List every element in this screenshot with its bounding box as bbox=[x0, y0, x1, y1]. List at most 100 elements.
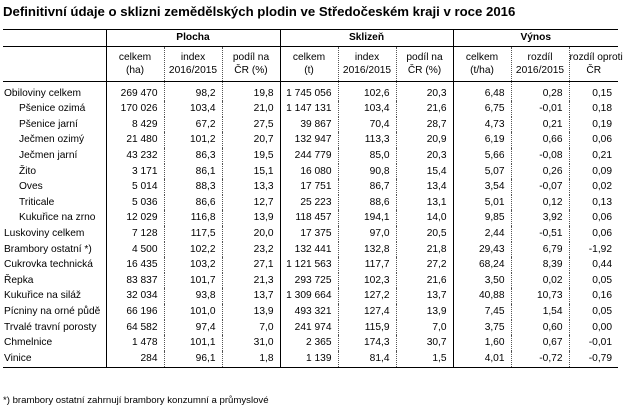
row-label: Pícniny na orné půdě bbox=[4, 305, 101, 317]
cell-value: 118 457 bbox=[279, 210, 338, 226]
table-row: Pšenice jarní 8 429 67,2 27,5 39 867 70,4 28,7… bbox=[3, 116, 619, 133]
table-row: Ječmen jarní 43 232 86,3 19,5 244 779 85,0 20,… bbox=[3, 147, 619, 164]
cell-value: 5,01 bbox=[452, 194, 512, 211]
cell-value: 0,02 bbox=[510, 272, 570, 289]
cell-value: 127,2 bbox=[337, 288, 396, 304]
cell-value: 70,4 bbox=[337, 116, 396, 133]
cell-value: 4 500 bbox=[105, 241, 164, 258]
cell-value: 0,13 bbox=[568, 194, 619, 211]
cell-value: 27,1 bbox=[221, 257, 280, 273]
cell-value: 194,1 bbox=[337, 210, 396, 226]
table-row: Obiloviny celkem 269 470 98,2 19,8 1 745 056… bbox=[3, 81, 619, 102]
cell-value: 93,8 bbox=[163, 288, 222, 304]
cell-value: 16 080 bbox=[279, 163, 338, 180]
cell-value: 39 867 bbox=[279, 116, 338, 133]
cell-value: 21,6 bbox=[395, 101, 454, 117]
subheader-row: celkem (ha) index 2016/2015 podíl na ČR (%) ce… bbox=[3, 46, 623, 82]
cell-value: 0,00 bbox=[568, 319, 619, 336]
cell-value: -0,08 bbox=[510, 147, 570, 164]
cell-value: 9,85 bbox=[452, 210, 512, 226]
cell-value: 116,8 bbox=[163, 210, 222, 226]
cell-value: 0,60 bbox=[510, 319, 570, 336]
cell-value: 40,88 bbox=[452, 288, 512, 304]
cell-value: 102,6 bbox=[337, 81, 396, 102]
harvest-table: Plocha Sklizeň Výnos celkem (ha) index 2016… bbox=[3, 29, 623, 369]
cell-value: 241 974 bbox=[279, 319, 338, 336]
cell-value: 103,2 bbox=[163, 257, 222, 273]
cell-value: -0,72 bbox=[510, 350, 570, 369]
row-label: Ječmen jarní bbox=[19, 149, 78, 161]
footnote: *) brambory ostatní zahrnují brambory ko… bbox=[3, 395, 269, 406]
cell-value: 2,44 bbox=[452, 225, 512, 242]
cell-value: 25 223 bbox=[279, 194, 338, 211]
cell-value: 103,4 bbox=[163, 101, 222, 117]
column-header: index 2016/2015 bbox=[337, 46, 396, 82]
row-label: Pšenice ozimá bbox=[19, 103, 86, 115]
table-row: Cukrovka technická 16 435 103,2 27,1 1 121 5… bbox=[3, 257, 619, 273]
cell-value: 17 375 bbox=[279, 225, 338, 242]
cell-value: 244 779 bbox=[279, 147, 338, 164]
cell-value: 6,48 bbox=[452, 81, 512, 102]
cell-value: 1 139 bbox=[279, 350, 338, 369]
cell-value: 1,5 bbox=[395, 350, 454, 369]
cell-value: 21,0 bbox=[221, 101, 280, 117]
table-row: Chmelnice 1 478 101,1 31,0 2 365 174,3 30,7 1,6… bbox=[3, 335, 619, 351]
column-header: celkem (t/ha) bbox=[452, 46, 512, 82]
cell-value: 3,50 bbox=[452, 272, 512, 289]
cell-value: -0,01 bbox=[510, 101, 570, 117]
cell-value: -1,92 bbox=[568, 241, 619, 258]
group-header-vynos: Výnos bbox=[452, 29, 619, 47]
cell-value: 7,0 bbox=[395, 319, 454, 336]
row-label: Ječmen ozimý bbox=[19, 134, 85, 146]
cell-value: 493 321 bbox=[279, 303, 338, 320]
cell-value: 101,0 bbox=[163, 303, 222, 320]
cell-value: 1 745 056 bbox=[279, 81, 338, 102]
cell-value: 5,07 bbox=[452, 163, 512, 180]
cell-value: 0,15 bbox=[568, 81, 619, 102]
cell-value: 102,3 bbox=[337, 272, 396, 289]
column-header: celkem (ha) bbox=[105, 46, 164, 82]
cell-value: 27,2 bbox=[395, 257, 454, 273]
cell-value: 127,4 bbox=[337, 303, 396, 320]
column-header: rozdíl oproti ČR bbox=[568, 46, 623, 82]
row-label: Kukuřice na siláž bbox=[4, 290, 82, 302]
table-row: Pícniny na orné půdě 66 196 101,0 13,9 493 3… bbox=[3, 303, 619, 320]
cell-value: 0,02 bbox=[568, 179, 619, 195]
cell-value: 101,7 bbox=[163, 272, 222, 289]
cell-value: 5,66 bbox=[452, 147, 512, 164]
cell-value: 269 470 bbox=[105, 81, 164, 102]
cell-value: 32 034 bbox=[105, 288, 164, 304]
cell-value: 0,05 bbox=[568, 272, 619, 289]
cell-value: 1,54 bbox=[510, 303, 570, 320]
cell-value: 0,18 bbox=[568, 101, 619, 117]
table-row: Brambory ostatní *) 4 500 102,2 23,2 132 441… bbox=[3, 241, 619, 258]
row-label: Chmelnice bbox=[4, 337, 53, 349]
cell-value: 16 435 bbox=[105, 257, 164, 273]
cell-value: 7 128 bbox=[105, 225, 164, 242]
cell-value: 64 582 bbox=[105, 319, 164, 336]
row-label: Obiloviny celkem bbox=[4, 87, 81, 99]
cell-value: 13,7 bbox=[221, 288, 280, 304]
cell-value: 28,7 bbox=[395, 116, 454, 133]
cell-value: 13,9 bbox=[395, 303, 454, 320]
cell-value: 6,75 bbox=[452, 101, 512, 117]
cell-value: 90,8 bbox=[337, 163, 396, 180]
cell-value: 1 478 bbox=[105, 335, 164, 351]
row-label: Oves bbox=[19, 181, 43, 193]
table-row: Vinice 284 96,1 1,8 1 139 81,4 1,5 4,01 -0,72 -0,… bbox=[3, 350, 619, 369]
cell-value: 86,3 bbox=[163, 147, 222, 164]
column-header: podíl na ČR (%) bbox=[395, 46, 454, 82]
subheader-corner bbox=[3, 46, 106, 82]
cell-value: 4,01 bbox=[452, 350, 512, 369]
column-header: celkem (t) bbox=[279, 46, 338, 82]
cell-value: 0,44 bbox=[568, 257, 619, 273]
table-row: Trvalé travní porosty 64 582 97,4 7,0 241 97… bbox=[3, 319, 619, 336]
cell-value: 67,2 bbox=[163, 116, 222, 133]
cell-value: 174,3 bbox=[337, 335, 396, 351]
cell-value: -0,07 bbox=[510, 179, 570, 195]
cell-value: 97,4 bbox=[163, 319, 222, 336]
corner-cell bbox=[3, 29, 106, 47]
cell-value: -0,79 bbox=[568, 350, 619, 369]
cell-value: 103,4 bbox=[337, 101, 396, 117]
cell-value: 20,3 bbox=[395, 147, 454, 164]
